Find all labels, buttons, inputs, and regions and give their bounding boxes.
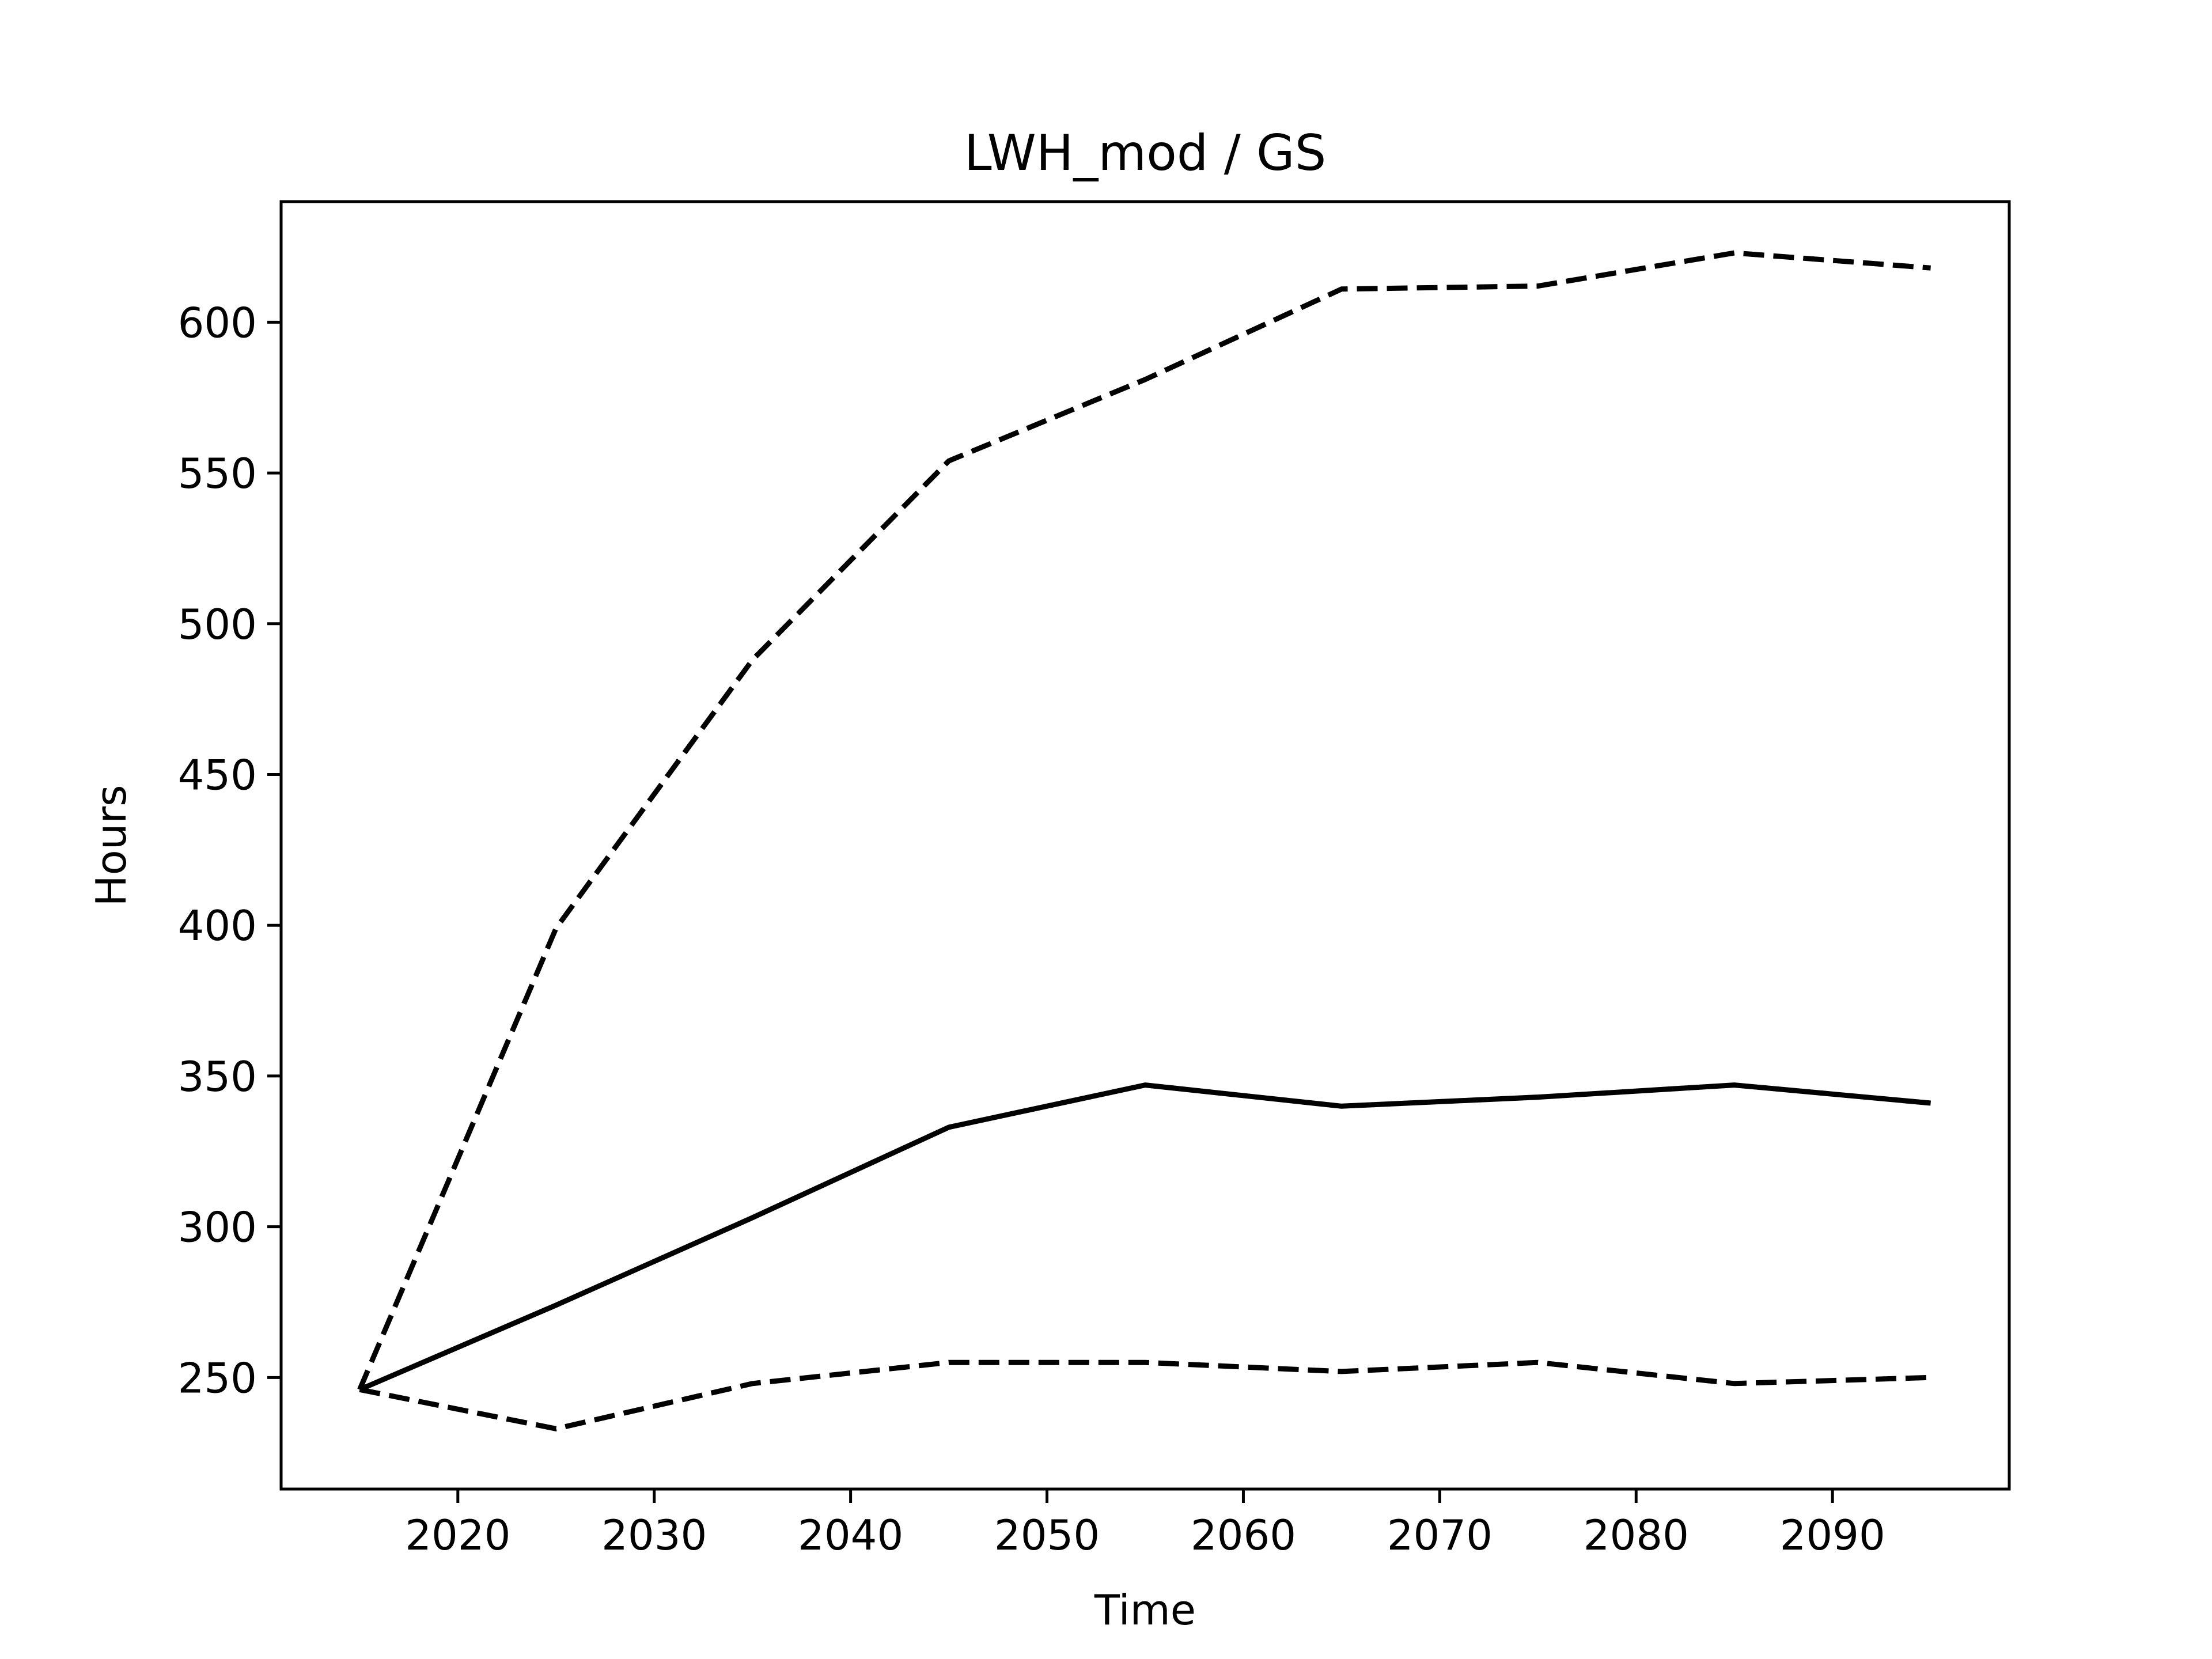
y-tick-label: 550 (178, 449, 257, 498)
y-tick-label: 300 (178, 1203, 257, 1252)
x-tick-label: 2050 (994, 1511, 1100, 1559)
solid-series-line-0 (358, 1082, 1931, 1392)
x-tick-label: 2030 (601, 1511, 707, 1559)
dashed-series-line-1 (357, 250, 1931, 1391)
plot-frame (279, 200, 2011, 1491)
x-axis: 2020 2030 2040 2050 2060 2070 2080 2090 (405, 1489, 1885, 1559)
y-axis-label: Hours (87, 785, 135, 907)
y-tick-label: 250 (178, 1354, 257, 1402)
y-tick-label: 450 (178, 751, 257, 799)
y-tick-label: 500 (178, 600, 257, 649)
x-tick-label: 2080 (1584, 1511, 1689, 1559)
series-layer (357, 250, 1931, 1431)
y-tick-label: 600 (178, 298, 257, 347)
x-axis-label: Time (1094, 1586, 1196, 1634)
dashed-series-line-2 (359, 1359, 1931, 1431)
x-tick-label: 2090 (1780, 1511, 1885, 1559)
y-tick-label: 350 (178, 1052, 257, 1101)
x-tick-label: 2070 (1387, 1511, 1493, 1559)
x-tick-label: 2060 (1191, 1511, 1296, 1559)
chart-title: LWH_mod / GS (964, 124, 1327, 182)
y-axis: 250 300 350 400 450 500 550 600 (178, 298, 281, 1402)
y-tick-label: 400 (178, 902, 257, 950)
x-tick-label: 2040 (798, 1511, 903, 1559)
x-tick-label: 2020 (405, 1511, 510, 1559)
